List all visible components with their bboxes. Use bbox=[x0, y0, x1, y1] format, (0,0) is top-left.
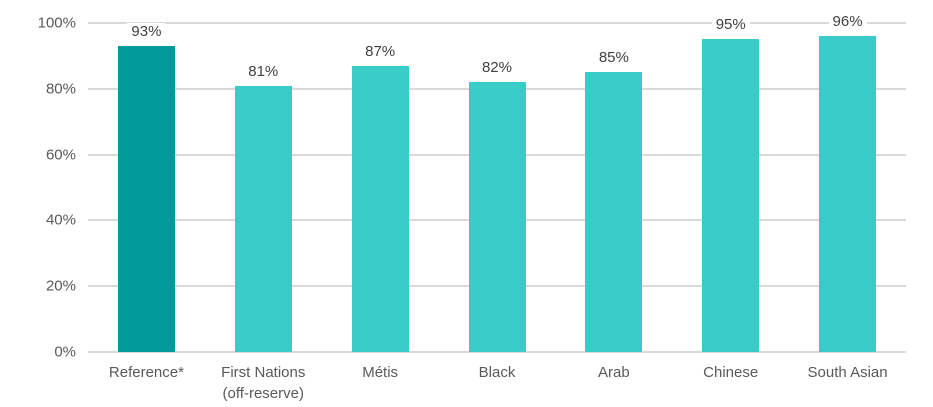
x-axis-category-label: First Nations (off-reserve) bbox=[221, 364, 306, 402]
bar-value-label: 87% bbox=[322, 42, 439, 61]
bar-value-label: 96% bbox=[789, 13, 906, 32]
bar-value-text: 82% bbox=[477, 59, 516, 78]
bar-south-asian bbox=[819, 36, 877, 352]
plot-area: 93% 81% 87% 82% 85% 95% 96% bbox=[88, 13, 906, 353]
bar-value-label: 82% bbox=[439, 59, 556, 78]
bar-value-text: 96% bbox=[828, 13, 867, 32]
bar-value-text: 85% bbox=[594, 49, 633, 68]
bar-value-text: 81% bbox=[244, 62, 283, 81]
y-axis-tick-label: 80% bbox=[45, 80, 76, 98]
y-axis-tick-label: 100% bbox=[37, 14, 76, 32]
bar-black bbox=[468, 82, 526, 352]
y-axis-tick-label: 60% bbox=[45, 146, 76, 164]
x-axis-category-label: South Asian bbox=[807, 364, 888, 381]
bar-value-text: 87% bbox=[361, 42, 400, 61]
bar-reference* bbox=[117, 46, 175, 352]
bar-value-label: 95% bbox=[672, 16, 789, 35]
bar-first-nations-(off-reserve) bbox=[234, 85, 292, 352]
bar-value-text: 93% bbox=[127, 23, 166, 42]
bar-value-label: 85% bbox=[555, 49, 672, 68]
x-axis-category-label: Chinese bbox=[703, 364, 759, 381]
bar-value-label: 93% bbox=[88, 23, 205, 42]
gridline-100 bbox=[88, 22, 906, 24]
x-axis-category-label: Arab bbox=[598, 364, 630, 381]
x-axis-category-label: Black bbox=[478, 364, 516, 381]
x-axis-category-label: Métis bbox=[362, 364, 399, 381]
bar-métis bbox=[351, 65, 409, 352]
bar-chinese bbox=[702, 39, 760, 352]
bar-value-text: 95% bbox=[711, 16, 750, 35]
x-axis-category-label: Reference* bbox=[108, 364, 184, 381]
y-axis-tick-label: 0% bbox=[54, 343, 76, 361]
y-axis-tick-label: 20% bbox=[45, 277, 76, 295]
bar-arab bbox=[585, 72, 643, 352]
bar-value-label: 81% bbox=[205, 62, 322, 81]
x-axis-area: Reference* First Nations (off-reserve) Mét… bbox=[88, 362, 906, 407]
gridline-0 bbox=[88, 351, 906, 353]
y-axis-tick-label: 40% bbox=[45, 211, 76, 229]
